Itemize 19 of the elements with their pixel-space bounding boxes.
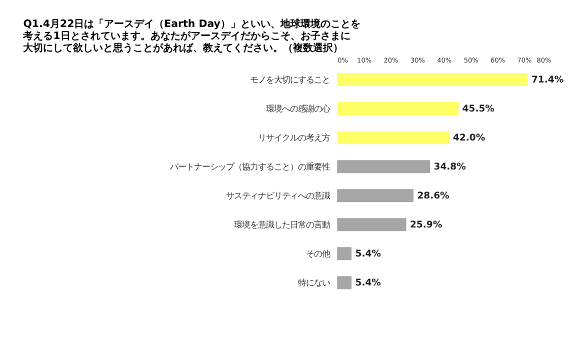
y-tick-label: その他 (306, 248, 330, 258)
data-label: 34.8% (434, 161, 466, 172)
data-label: 25.9% (410, 219, 442, 230)
data-label: 71.4% (531, 74, 564, 86)
text: 考える1日とされています。あなたがアースデイだからこそ、お子さまに (23, 31, 350, 42)
text: Q1.4月22日は「アースデイ（Earth Day）」といい、地球環境のことを (23, 18, 360, 30)
y-tick-label: 環境を意識した日常の言動 (234, 219, 330, 230)
y-tick-label: サスティナビリティへの意識 (226, 190, 330, 200)
y-tick-label: モノを大切にすること (250, 74, 330, 84)
data-label: 5.4% (355, 248, 381, 260)
y-tick-label: リサイクルの考え方 (258, 132, 330, 142)
data-label: 42.0% (452, 132, 486, 144)
data-label: 45.5% (462, 103, 494, 114)
data-label: 28.6% (417, 190, 450, 202)
data-label: 5.4% (355, 277, 381, 288)
y-tick-label: パートナーシップ（協力すること）の重要性 (169, 161, 330, 172)
y-tick-label: 環境への感謝の心 (266, 103, 330, 114)
text: 大切にして欲しいと思うことがあれば、教えてください。（複数選択） (23, 43, 344, 54)
y-tick-label: 特にない (298, 277, 330, 288)
